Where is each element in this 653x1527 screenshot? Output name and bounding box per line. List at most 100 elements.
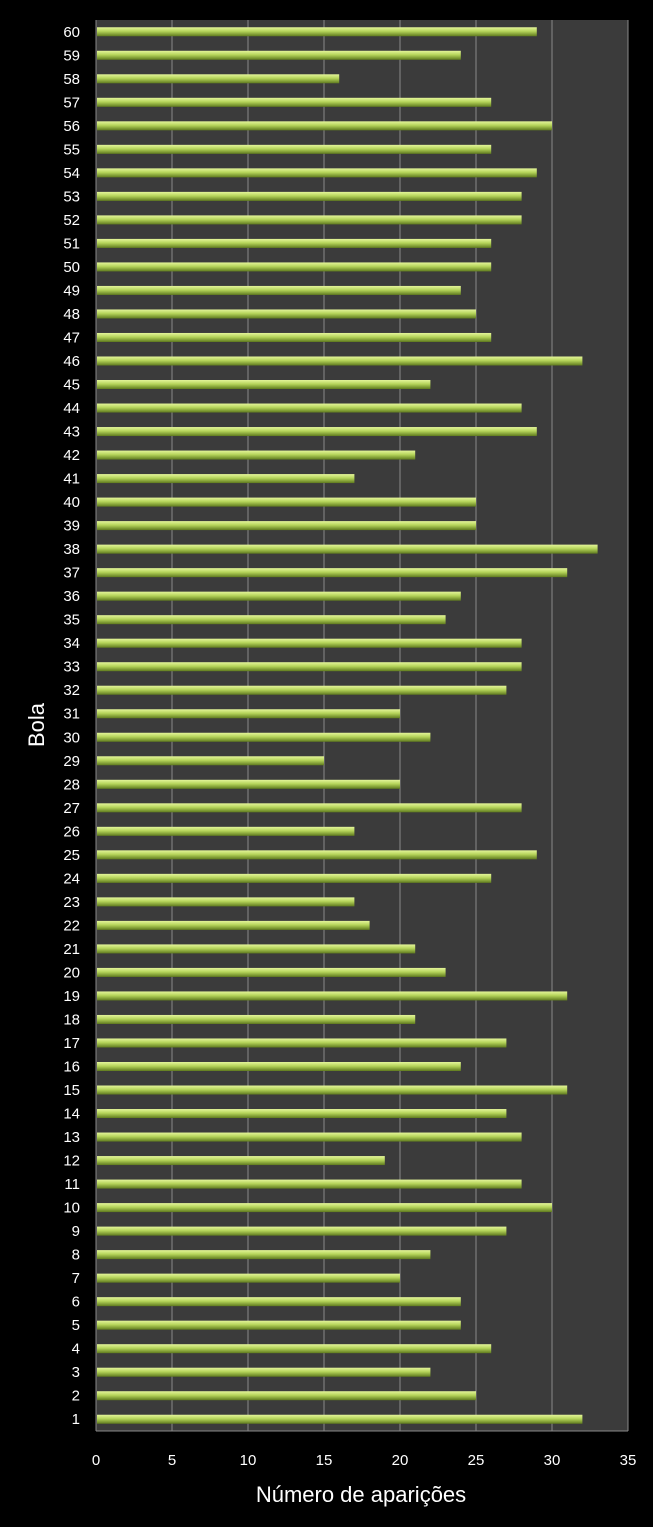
y-tick-label: 26	[63, 823, 80, 840]
y-axis-label: Bola	[24, 702, 49, 747]
bar-49	[97, 285, 461, 295]
y-tick-label: 59	[63, 47, 80, 64]
bar-5	[97, 1320, 461, 1330]
bar-29	[97, 756, 324, 766]
bar-4	[97, 1344, 492, 1354]
bar-7	[97, 1273, 400, 1283]
bar-56	[97, 121, 552, 131]
y-tick-label: 32	[63, 682, 80, 699]
bar-12	[97, 1156, 385, 1166]
bar-48	[97, 309, 476, 319]
bar-20	[97, 967, 446, 977]
y-tick-label: 35	[63, 612, 80, 629]
bar-22	[97, 920, 370, 930]
x-tick-label: 10	[240, 1452, 257, 1469]
bar-47	[97, 332, 492, 342]
x-tick-label: 0	[92, 1452, 100, 1469]
bar-39	[97, 521, 476, 531]
x-tick-label: 20	[392, 1452, 409, 1469]
bar-16	[97, 1061, 461, 1071]
bar-50	[97, 262, 492, 272]
y-tick-label: 6	[72, 1294, 80, 1311]
bar-13	[97, 1132, 522, 1142]
bar-42	[97, 450, 416, 460]
bar-17	[97, 1038, 507, 1048]
y-tick-label: 34	[63, 635, 80, 652]
y-tick-label: 43	[63, 424, 80, 441]
bar-26	[97, 826, 355, 836]
y-tick-label: 14	[63, 1106, 80, 1123]
y-tick-label: 42	[63, 447, 80, 464]
y-tick-label: 13	[63, 1129, 80, 1146]
y-tick-label: 37	[63, 565, 80, 582]
bar-6	[97, 1297, 461, 1307]
y-tick-label: 56	[63, 118, 80, 135]
bar-45	[97, 380, 431, 390]
bar-53	[97, 191, 522, 201]
bar-10	[97, 1203, 552, 1213]
y-tick-label: 8	[72, 1247, 80, 1264]
bar-35	[97, 615, 446, 625]
bar-57	[97, 97, 492, 107]
y-tick-label: 54	[63, 165, 80, 182]
plot-area	[96, 20, 628, 1431]
y-tick-label: 17	[63, 1035, 80, 1052]
y-tick-label: 27	[63, 800, 80, 817]
x-tick-label: 5	[168, 1452, 176, 1469]
bar-54	[97, 168, 537, 178]
bar-46	[97, 356, 583, 366]
x-tick-label: 15	[316, 1452, 333, 1469]
bar-31	[97, 709, 400, 719]
bar-52	[97, 215, 522, 225]
y-tick-label: 15	[63, 1082, 80, 1099]
bar-2	[97, 1391, 476, 1401]
bar-37	[97, 568, 568, 578]
x-tick-label: 35	[620, 1452, 637, 1469]
y-tick-label: 51	[63, 235, 80, 252]
y-tick-label: 9	[72, 1223, 80, 1240]
bar-59	[97, 50, 461, 60]
y-tick-label: 36	[63, 588, 80, 605]
y-tick-label: 7	[72, 1270, 80, 1287]
y-tick-label: 50	[63, 259, 80, 276]
bar-9	[97, 1226, 507, 1236]
y-tick-label: 58	[63, 71, 80, 88]
bar-1	[97, 1414, 583, 1424]
y-tick-label: 25	[63, 847, 80, 864]
y-tick-label: 19	[63, 988, 80, 1005]
y-tick-label: 41	[63, 471, 80, 488]
y-tick-label: 48	[63, 306, 80, 323]
y-tick-label: 53	[63, 188, 80, 205]
y-tick-label: 40	[63, 494, 80, 511]
y-tick-label: 28	[63, 776, 80, 793]
y-tick-label: 23	[63, 894, 80, 911]
bar-38	[97, 544, 598, 554]
bar-21	[97, 944, 416, 954]
y-tick-label: 18	[63, 1011, 80, 1028]
y-tick-label: 47	[63, 329, 80, 346]
x-tick-label: 25	[468, 1452, 485, 1469]
y-tick-label: 44	[63, 400, 80, 417]
y-tick-label: 46	[63, 353, 80, 370]
bar-14	[97, 1109, 507, 1119]
bar-15	[97, 1085, 568, 1095]
y-tick-label: 16	[63, 1058, 80, 1075]
y-tick-label: 55	[63, 141, 80, 158]
x-tick-label: 30	[544, 1452, 561, 1469]
y-tick-label: 1	[72, 1411, 80, 1428]
bar-3	[97, 1367, 431, 1377]
y-tick-label: 10	[63, 1200, 80, 1217]
y-tick-label: 11	[64, 1176, 80, 1193]
y-tick-label: 52	[63, 212, 80, 229]
bar-55	[97, 144, 492, 154]
bar-40	[97, 497, 476, 507]
bar-44	[97, 403, 522, 413]
bar-34	[97, 638, 522, 648]
bar-19	[97, 991, 568, 1001]
y-tick-label: 12	[63, 1153, 80, 1170]
bar-8	[97, 1250, 431, 1260]
y-tick-label: 57	[63, 94, 80, 111]
y-tick-label: 3	[72, 1364, 80, 1381]
bar-28	[97, 779, 400, 789]
